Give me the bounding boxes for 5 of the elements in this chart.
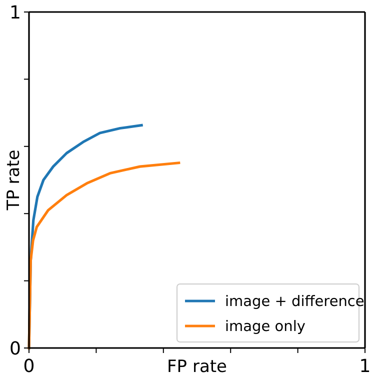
y-axis-title: TP rate bbox=[4, 150, 24, 212]
line-series bbox=[28, 162, 180, 350]
legend-label: image only bbox=[225, 319, 306, 336]
legend-label: image + difference bbox=[225, 294, 364, 310]
x-axis-title: FP rate bbox=[167, 357, 227, 377]
